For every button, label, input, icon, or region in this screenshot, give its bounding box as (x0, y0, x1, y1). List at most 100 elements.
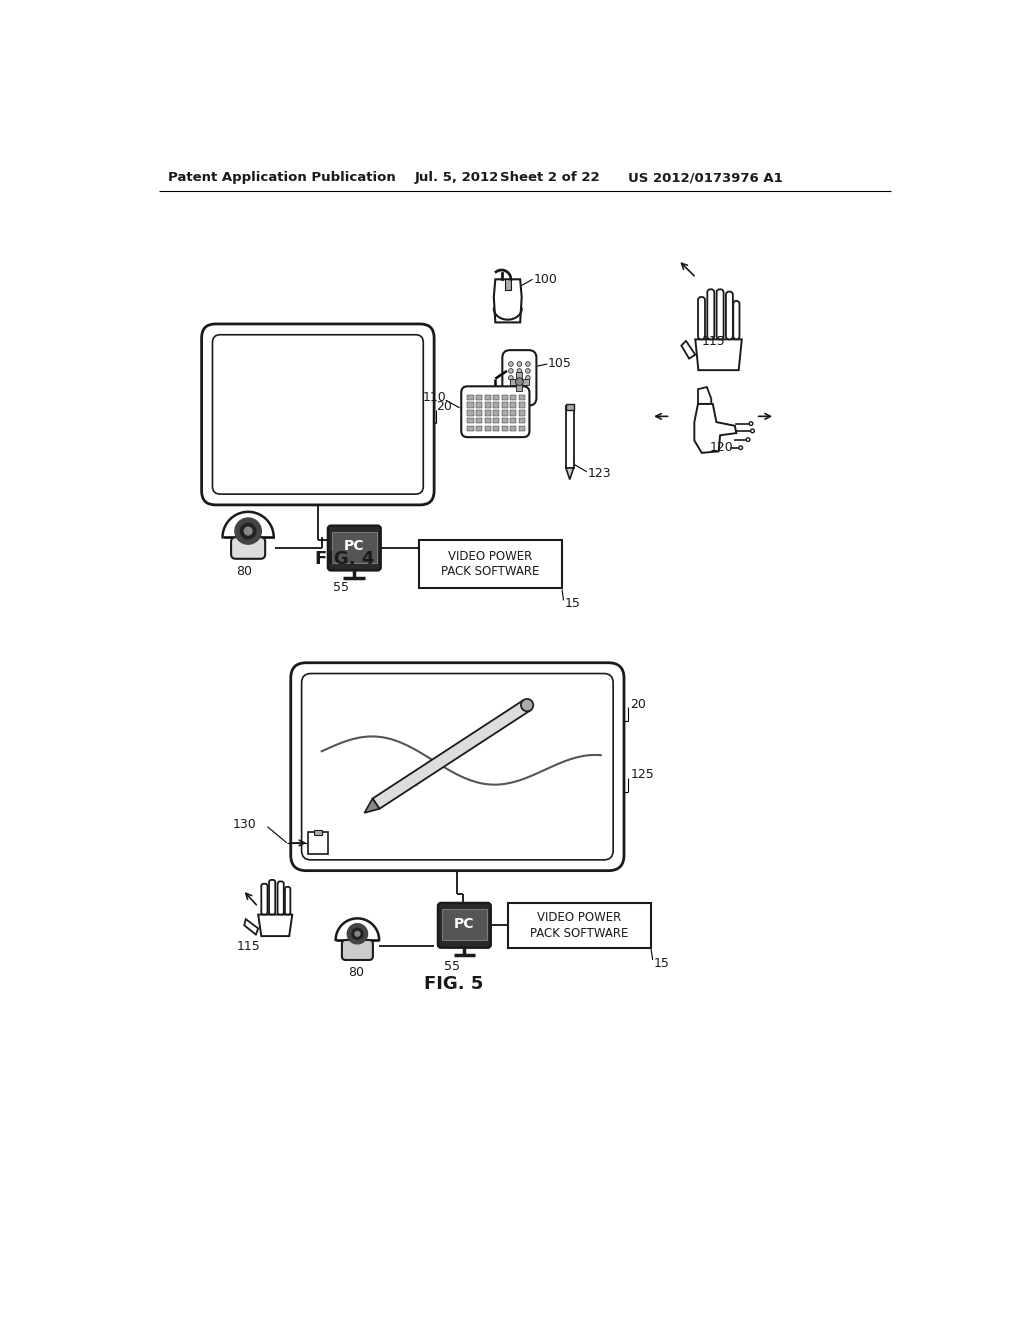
Bar (476, 395, 482, 400)
Bar (566, 407, 573, 469)
Bar (516, 372, 522, 391)
Bar (493, 411, 500, 416)
Bar (518, 403, 525, 408)
Text: 55: 55 (333, 581, 348, 594)
Text: 15: 15 (653, 957, 670, 970)
Text: Patent Application Publication: Patent Application Publication (168, 172, 396, 185)
Polygon shape (695, 339, 741, 370)
Polygon shape (245, 919, 258, 935)
Circle shape (509, 368, 513, 374)
Bar (493, 418, 500, 424)
Bar (467, 403, 474, 408)
Bar (442, 909, 486, 940)
FancyBboxPatch shape (261, 884, 267, 915)
Circle shape (521, 700, 534, 711)
Text: PC: PC (344, 540, 365, 553)
Text: PACK SOFTWARE: PACK SOFTWARE (440, 565, 539, 578)
Text: 100: 100 (534, 273, 557, 286)
Circle shape (751, 429, 755, 433)
FancyBboxPatch shape (285, 887, 291, 915)
Bar (467, 418, 474, 424)
Bar (502, 425, 508, 430)
Circle shape (354, 931, 360, 937)
Text: US 2012/0173976 A1: US 2012/0173976 A1 (628, 172, 782, 185)
Bar (493, 425, 500, 430)
Circle shape (509, 362, 513, 366)
Circle shape (517, 376, 521, 380)
Circle shape (234, 517, 261, 544)
Bar (508, 903, 651, 948)
Text: VIDEO POWER: VIDEO POWER (537, 911, 622, 924)
Circle shape (746, 438, 750, 441)
Bar (502, 411, 508, 416)
Circle shape (525, 368, 530, 374)
Bar (510, 411, 516, 416)
Bar (518, 418, 525, 424)
Text: FIG. 5: FIG. 5 (424, 975, 483, 993)
Text: 55: 55 (444, 960, 460, 973)
Polygon shape (373, 700, 530, 809)
Bar (502, 395, 508, 400)
Circle shape (517, 362, 521, 366)
Text: 125: 125 (630, 768, 654, 781)
Text: 110: 110 (423, 391, 446, 404)
Bar (484, 411, 490, 416)
Polygon shape (681, 341, 695, 359)
Bar (484, 395, 490, 400)
Text: PACK SOFTWARE: PACK SOFTWARE (529, 927, 629, 940)
Bar (518, 425, 525, 430)
Circle shape (245, 527, 252, 535)
Bar (484, 425, 490, 430)
Bar (308, 832, 328, 854)
Bar (510, 395, 516, 400)
Circle shape (515, 378, 523, 385)
Polygon shape (698, 387, 712, 404)
Bar (484, 418, 490, 424)
FancyBboxPatch shape (342, 940, 373, 960)
Text: 130: 130 (232, 818, 256, 832)
Bar (518, 411, 525, 416)
FancyBboxPatch shape (717, 289, 724, 339)
Text: Sheet 2 of 22: Sheet 2 of 22 (500, 172, 600, 185)
Bar (510, 403, 516, 408)
Circle shape (739, 446, 742, 450)
Text: 80: 80 (348, 966, 365, 979)
Circle shape (517, 368, 521, 374)
Circle shape (525, 376, 530, 380)
FancyBboxPatch shape (278, 882, 284, 915)
Text: 115: 115 (701, 335, 725, 348)
Bar (566, 404, 573, 411)
Bar (493, 403, 500, 408)
Bar (476, 411, 482, 416)
Bar (314, 830, 322, 836)
Circle shape (509, 376, 513, 380)
Polygon shape (694, 404, 736, 453)
Text: 20: 20 (630, 697, 646, 710)
Text: 123: 123 (588, 467, 611, 480)
Circle shape (241, 524, 256, 539)
Polygon shape (566, 469, 573, 479)
FancyBboxPatch shape (733, 301, 739, 339)
Text: 20: 20 (436, 400, 453, 413)
Polygon shape (365, 799, 380, 813)
Bar (419, 540, 562, 589)
Bar (476, 418, 482, 424)
Text: VIDEO POWER: VIDEO POWER (447, 550, 532, 564)
Bar (332, 532, 377, 562)
Text: Jul. 5, 2012: Jul. 5, 2012 (415, 172, 499, 185)
Circle shape (525, 362, 530, 366)
Bar (493, 395, 500, 400)
FancyBboxPatch shape (328, 525, 381, 570)
Bar (467, 395, 474, 400)
Bar (476, 403, 482, 408)
Bar (510, 379, 528, 385)
Bar (510, 418, 516, 424)
Text: 105: 105 (548, 358, 572, 371)
Bar (467, 411, 474, 416)
Bar (467, 425, 474, 430)
Text: 15: 15 (564, 597, 581, 610)
Bar (502, 403, 508, 408)
FancyBboxPatch shape (438, 903, 490, 948)
Text: 80: 80 (237, 565, 253, 578)
Circle shape (351, 928, 364, 940)
